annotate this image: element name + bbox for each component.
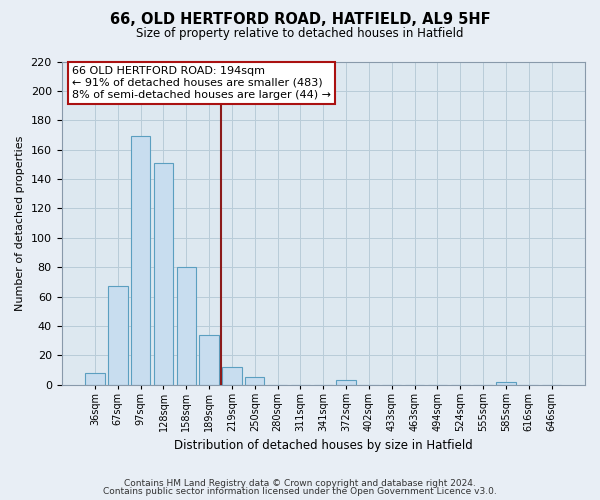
Bar <box>337 380 356 384</box>
Bar <box>131 136 151 384</box>
Y-axis label: Number of detached properties: Number of detached properties <box>15 136 25 311</box>
Text: Size of property relative to detached houses in Hatfield: Size of property relative to detached ho… <box>136 28 464 40</box>
Text: 66 OLD HERTFORD ROAD: 194sqm
← 91% of detached houses are smaller (483)
8% of se: 66 OLD HERTFORD ROAD: 194sqm ← 91% of de… <box>72 66 331 100</box>
Bar <box>176 267 196 384</box>
Bar <box>154 163 173 384</box>
Text: 66, OLD HERTFORD ROAD, HATFIELD, AL9 5HF: 66, OLD HERTFORD ROAD, HATFIELD, AL9 5HF <box>110 12 490 28</box>
Bar <box>85 373 105 384</box>
Bar <box>199 335 219 384</box>
X-axis label: Distribution of detached houses by size in Hatfield: Distribution of detached houses by size … <box>174 440 473 452</box>
Text: Contains public sector information licensed under the Open Government Licence v3: Contains public sector information licen… <box>103 487 497 496</box>
Text: Contains HM Land Registry data © Crown copyright and database right 2024.: Contains HM Land Registry data © Crown c… <box>124 478 476 488</box>
Bar <box>245 378 265 384</box>
Bar <box>222 367 242 384</box>
Bar <box>108 286 128 384</box>
Bar <box>496 382 515 384</box>
